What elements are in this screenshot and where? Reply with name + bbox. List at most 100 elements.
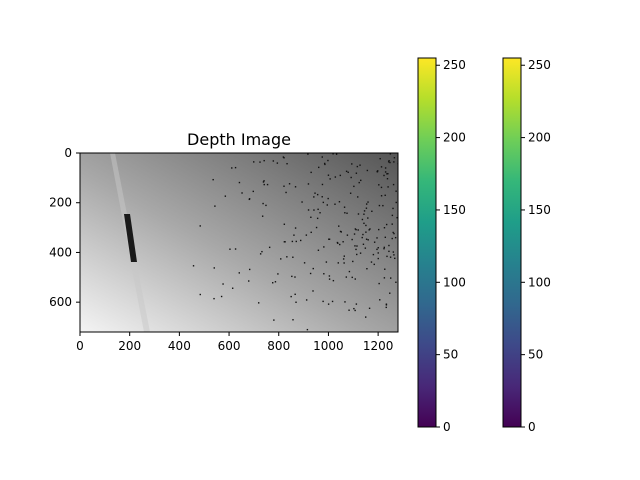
speckle — [199, 293, 201, 296]
speckle — [387, 172, 389, 175]
colorbar-tick-label: 200 — [443, 131, 466, 145]
speckle — [318, 166, 320, 169]
speckle — [261, 215, 264, 217]
speckle — [283, 241, 286, 243]
x-tick-label: 600 — [218, 339, 241, 353]
speckle — [325, 261, 328, 263]
speckle — [357, 196, 359, 198]
colorbar-2: 0 50 100 150 200 250 — [502, 57, 551, 434]
speckle — [315, 226, 318, 229]
speckle — [327, 159, 329, 162]
speckle — [361, 236, 363, 239]
speckle — [367, 239, 369, 241]
speckle — [282, 156, 285, 158]
x-tick-label: 800 — [267, 339, 290, 353]
speckle — [317, 208, 319, 211]
speckle — [262, 181, 265, 183]
speckle — [384, 268, 386, 270]
speckle — [305, 234, 308, 236]
speckle — [329, 178, 331, 180]
speckle — [367, 217, 369, 219]
speckle — [389, 161, 391, 164]
speckle — [353, 185, 355, 188]
speckle — [222, 283, 224, 285]
speckle — [292, 256, 294, 258]
speckle — [274, 281, 277, 283]
speckle — [312, 290, 314, 292]
speckle — [356, 165, 359, 168]
x-tick-label: 0 — [76, 339, 84, 353]
speckle — [388, 244, 390, 247]
speckle — [380, 195, 383, 197]
speckle — [340, 231, 342, 233]
speckle — [321, 183, 324, 186]
speckle — [365, 238, 368, 240]
speckle — [380, 186, 383, 189]
speckle — [291, 275, 293, 278]
speckle — [385, 306, 387, 309]
speckle — [394, 236, 397, 239]
speckle — [323, 162, 326, 165]
depth-speckles — [192, 153, 398, 331]
speckle — [386, 255, 388, 258]
speckle — [286, 256, 288, 258]
speckle — [345, 276, 348, 278]
speckle — [388, 160, 390, 162]
speckle — [356, 253, 358, 256]
speckle — [395, 190, 397, 192]
speckle — [379, 157, 381, 160]
speckle — [392, 207, 394, 210]
speckle — [248, 280, 250, 282]
speckle — [213, 267, 215, 269]
speckle — [323, 246, 325, 248]
speckle — [313, 196, 315, 198]
speckle — [346, 234, 349, 236]
colorbar-tick-label: 50 — [528, 348, 543, 362]
speckle — [360, 179, 362, 182]
speckle — [303, 262, 306, 264]
speckle — [357, 213, 360, 215]
speckle — [294, 186, 297, 188]
speckle — [356, 245, 358, 247]
speckle — [272, 282, 274, 284]
speckle — [355, 228, 357, 231]
speckle — [355, 303, 358, 305]
speckle — [310, 216, 312, 218]
speckle — [305, 299, 308, 301]
speckle — [351, 163, 353, 165]
speckle — [272, 160, 275, 162]
speckle — [321, 156, 323, 158]
speckle — [338, 201, 341, 203]
speckle — [383, 277, 386, 279]
speckle — [248, 268, 251, 271]
speckle — [393, 254, 395, 256]
speckle — [383, 227, 386, 229]
speckle — [373, 263, 375, 266]
speckle — [292, 319, 294, 321]
speckle — [384, 171, 387, 173]
speckle — [293, 234, 295, 236]
speckle — [342, 241, 344, 243]
speckle — [319, 212, 321, 214]
speckle — [285, 191, 287, 194]
speckle — [307, 183, 310, 185]
speckle — [328, 238, 331, 240]
speckle — [295, 240, 297, 243]
speckle — [377, 252, 379, 254]
speckle — [385, 303, 388, 305]
speckle — [214, 205, 216, 207]
depth-image-axes: Depth Image 0 200 400 600 800 1000 1200 0 200 40… — [49, 130, 399, 353]
speckle — [353, 307, 355, 310]
speckle — [351, 276, 353, 279]
speckle — [220, 295, 223, 298]
colorbar-gradient — [417, 57, 437, 428]
speckle — [359, 252, 362, 254]
x-tick-label: 400 — [168, 339, 191, 353]
speckle — [314, 192, 316, 194]
speckle — [280, 258, 282, 260]
speckle — [301, 201, 303, 203]
speckle — [395, 201, 397, 204]
speckle — [316, 193, 319, 196]
speckle — [343, 206, 346, 208]
speckle — [299, 239, 302, 242]
